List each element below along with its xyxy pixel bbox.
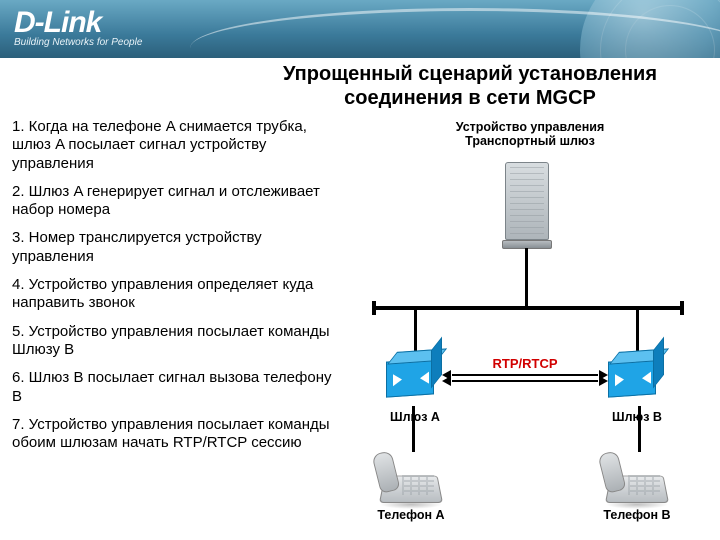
brand-tagline: Building Networks for People xyxy=(14,37,142,48)
controller-label: Устройство управления Транспортный шлюз xyxy=(430,120,630,148)
brand-block: D-Link Building Networks for People xyxy=(14,6,142,48)
phone-b-icon xyxy=(602,450,672,504)
step-6: 6. Шлюз B посылает сигнал вызова телефон… xyxy=(12,369,332,406)
title-line-2: соединения в сети MGCP xyxy=(344,87,596,109)
step-3: 3. Номер транслируется устройству управл… xyxy=(12,229,332,266)
gateway-b-label: Шлюз B xyxy=(602,410,672,424)
gateway-a-label: Шлюз A xyxy=(380,410,450,424)
controller-label-2: Транспортный шлюз xyxy=(465,134,595,148)
controller-server-icon xyxy=(505,162,549,248)
link-gwa-pha xyxy=(412,406,415,452)
gateway-a-icon xyxy=(386,360,442,404)
rtp-link: RTP/RTCP xyxy=(442,374,608,378)
link-server-bus xyxy=(525,248,528,306)
phone-b-label: Телефон B xyxy=(592,508,682,522)
link-gwb-phb xyxy=(638,406,641,452)
gateway-b-icon xyxy=(608,360,664,404)
brand-logo: D-Link xyxy=(14,6,142,40)
slide-title: Упрощенный сценарий установления соедине… xyxy=(240,62,700,110)
step-5: 5. Устройство управления посылает команд… xyxy=(12,323,332,360)
step-7: 7. Устройство управления посылает команд… xyxy=(12,416,332,453)
swoosh-graphic xyxy=(190,8,720,58)
network-diagram: Устройство управления Транспортный шлюз … xyxy=(350,120,710,540)
phone-a-label: Телефон A xyxy=(366,508,456,522)
controller-label-1: Устройство управления xyxy=(456,120,605,134)
step-4: 4. Устройство управления определяет куда… xyxy=(12,276,332,313)
steps-list: 1. Когда на телефоне A снимается трубка,… xyxy=(12,118,332,462)
step-2: 2. Шлюз A генерирует сигнал и отслеживае… xyxy=(12,183,332,220)
title-line-1: Упрощенный сценарий установления xyxy=(283,63,657,85)
phone-a-icon xyxy=(376,450,446,504)
rtp-label: RTP/RTCP xyxy=(442,356,608,371)
header-banner: D-Link Building Networks for People xyxy=(0,0,720,58)
step-1: 1. Когда на телефоне A снимается трубка,… xyxy=(12,118,332,173)
